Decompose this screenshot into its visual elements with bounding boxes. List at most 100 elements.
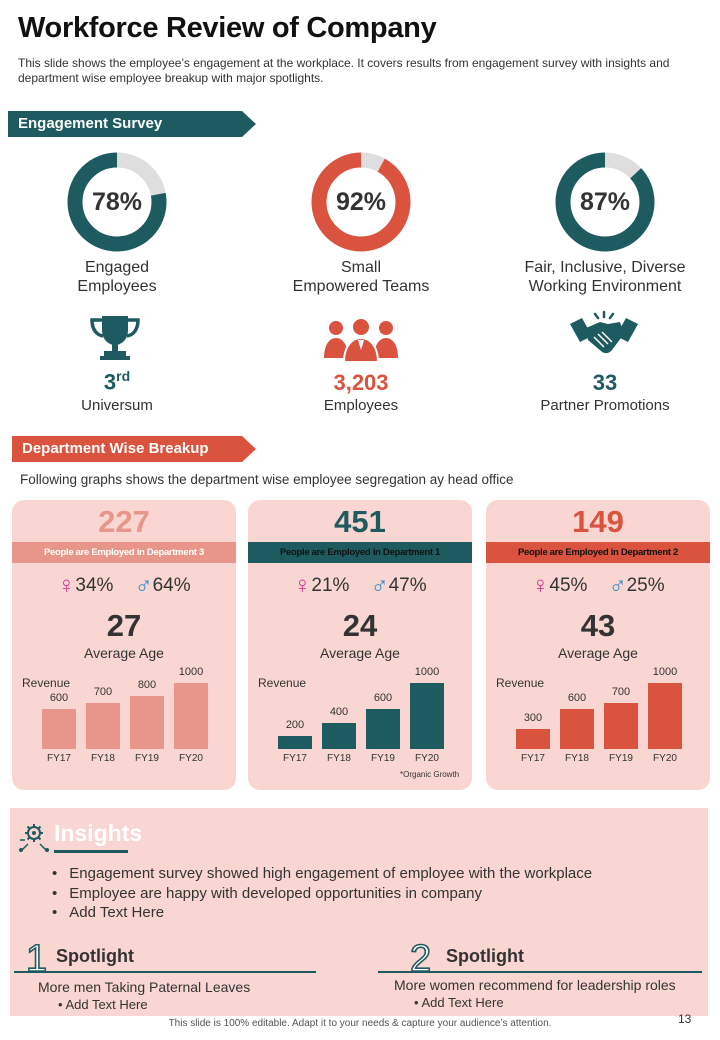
revenue-bar xyxy=(322,722,356,749)
card-band: People are Employed in Department 2 xyxy=(486,542,710,563)
revenue-bar-value: 1000 xyxy=(652,666,678,678)
spotlight-title-2: Spotlight xyxy=(446,946,524,966)
spotlight-divider xyxy=(378,971,702,973)
revenue-bar xyxy=(174,683,208,749)
department-breakup-ribbon: Department Wise Breakup xyxy=(12,436,256,462)
donut-value: 78% xyxy=(91,188,143,216)
revenue-bar xyxy=(278,735,312,749)
department-card: 149 People are Employed in Department 2 … xyxy=(486,500,710,790)
card-total: 451 xyxy=(334,504,386,539)
department-card: 451 People are Employed in Department 1 … xyxy=(248,500,472,790)
insight-bullet: Engagement survey showed high engagement… xyxy=(52,864,592,884)
insights-underline xyxy=(54,850,128,853)
spotlight-number-2: 2 xyxy=(409,938,432,980)
spotlight-number-1: 1 xyxy=(25,938,48,980)
male-percent: 25% xyxy=(626,575,665,596)
revenue-label: Revenue xyxy=(22,676,71,690)
stat-number: 3 xyxy=(103,369,117,395)
average-age-value: 27 xyxy=(106,608,142,643)
donut-arc xyxy=(311,152,411,252)
spotlight-divider xyxy=(14,971,316,973)
spotlight-sub-1: • Add Text Here xyxy=(58,997,148,1012)
metric-label-line: Employees xyxy=(77,278,157,295)
revenue-bar-category: FY17 xyxy=(521,753,545,764)
gender-row: ♀45% ♂25% xyxy=(486,572,710,600)
average-age-value: 43 xyxy=(580,608,616,643)
donut-value: 87% xyxy=(579,188,631,216)
donut-engaged: 78% xyxy=(65,150,169,254)
revenue-bar-category: FY20 xyxy=(179,753,203,764)
revenue-bar-category: FY19 xyxy=(135,753,159,764)
revenue-bar-value: 700 xyxy=(93,685,113,698)
revenue-bar-value: 1000 xyxy=(178,666,204,678)
card-band: People are Employed in Department 1 xyxy=(248,542,472,563)
gender-row: ♀21% ♂47% xyxy=(248,572,472,600)
stat-universum-label: Universum xyxy=(81,397,153,414)
revenue-bar-value: 1000 xyxy=(414,666,440,678)
spotlight-sub-2: • Add Text Here xyxy=(414,995,504,1010)
engagement-survey-ribbon: Engagement Survey xyxy=(8,111,256,137)
revenue-bar-value: 400 xyxy=(329,705,349,718)
average-age-label: Average Age xyxy=(320,645,400,661)
revenue-bar xyxy=(516,729,550,749)
spotlight-text-2: More women recommend for leadership role… xyxy=(394,977,676,993)
revenue-bar-value: 200 xyxy=(285,718,305,731)
female-percent: 21% xyxy=(311,575,350,596)
average-age-label: Average Age xyxy=(84,645,164,661)
revenue-bar xyxy=(410,683,444,749)
revenue-bar xyxy=(42,709,76,749)
female-percent: 34% xyxy=(75,575,114,596)
stat-promotions-value: 33 xyxy=(592,370,618,395)
male-percent: 47% xyxy=(388,575,427,596)
metric-label-empowered: Small Empowered Teams xyxy=(259,258,463,296)
donut-chart xyxy=(67,152,167,252)
stat-promotions-label: Partner Promotions xyxy=(540,397,670,414)
female-icon: ♀ xyxy=(57,572,76,599)
female-icon: ♀ xyxy=(293,572,312,599)
revenue-bar-category: FY18 xyxy=(327,753,351,764)
donut-arc xyxy=(555,152,655,252)
people-group-icon xyxy=(324,317,398,362)
page-title: Workforce Review of Company xyxy=(18,12,437,44)
stat-universum-value: 3rd xyxy=(15,368,219,395)
revenue-label: Revenue xyxy=(496,676,545,690)
revenue-bar xyxy=(130,696,164,749)
revenue-bar-value: 800 xyxy=(137,679,157,692)
spotlight-title-1: Spotlight xyxy=(56,946,134,966)
revenue-bar-value: 700 xyxy=(611,685,631,698)
male-icon: ♂ xyxy=(608,572,627,599)
footer-note: This slide is 100% editable. Adapt it to… xyxy=(168,1018,552,1029)
revenue-bar-category: FY20 xyxy=(653,753,677,764)
donut-chart xyxy=(555,152,655,252)
average-age-value: 24 xyxy=(342,608,378,643)
metric-label-line: Small xyxy=(340,259,381,276)
revenue-bar xyxy=(366,709,400,749)
insights-bullets: Engagement survey showed high engagement… xyxy=(52,864,592,923)
revenue-bar-category: FY17 xyxy=(283,753,307,764)
metric-label-line: Working Environment xyxy=(528,278,682,295)
donut-value: 92% xyxy=(335,188,387,216)
male-percent: 64% xyxy=(152,575,191,596)
male-icon: ♂ xyxy=(370,572,389,599)
revenue-bar-category: FY17 xyxy=(47,753,71,764)
female-icon: ♀ xyxy=(531,572,550,599)
card-total: 149 xyxy=(572,504,624,539)
stat-employees-value: 3,203 xyxy=(333,370,389,395)
page-number: 13 xyxy=(678,1012,692,1026)
donut-fair: 87% xyxy=(553,150,657,254)
handshake-icon xyxy=(570,310,638,354)
donut-chart xyxy=(311,152,411,252)
stat-superscript: rd xyxy=(116,368,131,384)
spotlight-text-1: More men Taking Paternal Leaves xyxy=(38,979,251,995)
department-card: 227 People are Employed in Department 3 … xyxy=(12,500,236,790)
revenue-bar xyxy=(86,702,120,749)
revenue-bar-value: 600 xyxy=(373,692,393,705)
metric-label-line: Empowered Teams xyxy=(292,278,430,295)
card-total: 227 xyxy=(98,504,150,539)
gear-network-icon xyxy=(19,824,49,852)
trophy-icon xyxy=(90,316,140,360)
stat-employees-label: Employees xyxy=(323,397,399,414)
insight-bullet: Add Text Here xyxy=(52,903,592,923)
department-intro: Following graphs shows the department wi… xyxy=(20,472,514,487)
insight-bullet: Employee are happy with developed opport… xyxy=(52,884,592,904)
